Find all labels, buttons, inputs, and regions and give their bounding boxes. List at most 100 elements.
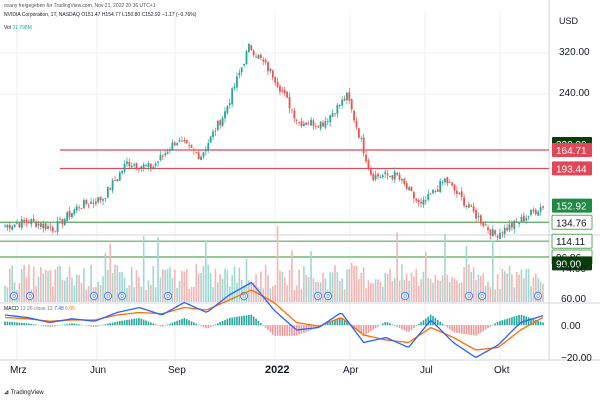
macd-histogram-bar (193, 322, 195, 326)
candle-body (479, 215, 482, 224)
volume-bar (157, 237, 159, 302)
volume-bar (85, 289, 88, 302)
macd-histogram-bar (200, 325, 202, 327)
candle (13, 224, 16, 228)
event-circle (464, 291, 473, 300)
macd-histogram-bar (336, 319, 339, 326)
event-circle (400, 291, 409, 300)
candle (173, 140, 176, 146)
candle (384, 168, 387, 179)
volume-bar (405, 274, 408, 302)
macd-histogram-bar (434, 318, 437, 326)
candle-body (374, 175, 377, 180)
candle (537, 209, 540, 216)
volume-bar (441, 275, 444, 302)
candle-body (80, 208, 83, 210)
candle-body (511, 222, 513, 228)
candle (319, 120, 322, 131)
symbol-ohlc-line[interactable]: NVIDIA Corporation, 1T, NASDAQ O151.47 H… (4, 12, 197, 18)
macd-histogram-bar (362, 325, 365, 336)
macd-histogram-bar (257, 320, 260, 326)
candle-body (240, 67, 243, 73)
volume-bar (532, 277, 535, 302)
volume-bar (370, 283, 372, 302)
candle (518, 221, 520, 228)
candle-body (83, 200, 85, 209)
volume-bar (121, 271, 123, 302)
candle-body (138, 168, 140, 170)
macd-histogram-bar (324, 324, 327, 326)
macd-histogram-bar (107, 323, 109, 326)
candle (209, 136, 212, 144)
candle-body (243, 63, 246, 66)
candle (317, 124, 320, 128)
macd-histogram-bar (312, 325, 315, 330)
candle-body (302, 123, 305, 127)
macd-histogram-bar (90, 325, 92, 327)
macd-histogram-bar (535, 319, 537, 326)
candle (374, 170, 377, 182)
candle (44, 221, 47, 231)
macd-histogram-bar (212, 325, 214, 326)
candle (522, 212, 525, 223)
event-circle (25, 291, 34, 300)
macd-histogram-bar (162, 325, 164, 327)
candle-body (257, 55, 260, 59)
candle (475, 207, 477, 223)
candle-body (415, 198, 418, 201)
candle (133, 162, 136, 168)
volume-bar (398, 280, 401, 302)
level-label-box (552, 143, 592, 157)
macd-histogram-bar (539, 321, 542, 326)
candle-body (59, 218, 61, 220)
tradingview-logo[interactable]: ⊿ TradingView (4, 389, 44, 396)
volume-bar (75, 274, 78, 302)
volume-bar (319, 282, 322, 302)
candle (30, 218, 33, 228)
macd-histogram-bar (228, 317, 231, 326)
volume-bar (87, 286, 90, 302)
candle-body (181, 140, 183, 142)
macd-histogram-bar (482, 325, 485, 332)
volume-bar (367, 280, 370, 302)
macd-histogram-bar (231, 317, 233, 326)
macd-legend[interactable]: MACD 12 26 close 12 7.48 6.05 (4, 306, 75, 312)
candle-body (319, 121, 322, 129)
volume-bar (456, 280, 458, 302)
macd-histogram-bar (427, 316, 430, 326)
event-circle (163, 291, 172, 300)
volume-bar (542, 284, 544, 302)
macd-histogram-bar (35, 324, 37, 326)
tradingview-icon: ⊿ (4, 390, 10, 396)
event-letter: D (326, 294, 330, 300)
candle-body (317, 126, 320, 128)
candle-body (102, 199, 104, 201)
candle-body (190, 144, 193, 148)
macd-histogram-bar (458, 325, 461, 334)
candle (336, 102, 339, 119)
macd-histogram-bar (207, 325, 210, 329)
macd-histogram-bar (97, 325, 100, 327)
macd-histogram-bar (75, 323, 78, 326)
candle (470, 203, 473, 207)
candle (109, 186, 112, 191)
macd-histogram-bar (503, 319, 506, 326)
macd-histogram-bar (334, 320, 336, 326)
candle-body (28, 221, 30, 224)
candle-body (439, 180, 442, 193)
volume-bar (310, 250, 312, 302)
macd-histogram-bar (111, 322, 114, 326)
candle-body (32, 218, 35, 221)
candle-body (477, 216, 480, 218)
candle (154, 161, 157, 169)
event-letter: D (467, 294, 471, 300)
footer-brand: TradingView (10, 390, 44, 396)
candle-body (367, 160, 370, 169)
macd-histogram-bar (405, 325, 408, 332)
candle (245, 49, 248, 65)
candle (398, 171, 401, 182)
x-label-jul: Jul (420, 365, 433, 376)
volume-bar (173, 269, 176, 302)
volume-legend[interactable]: Vol 31.798M (4, 25, 32, 31)
